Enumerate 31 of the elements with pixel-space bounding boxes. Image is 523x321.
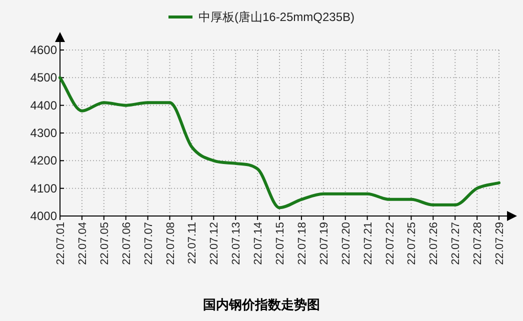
line-series (58, 76, 500, 210)
y-tick-label: 4000 (30, 209, 58, 223)
x-tick-label: 22.07.22 (384, 222, 396, 265)
y-tick-label: 4400 (30, 98, 58, 112)
text: 国内钢价指数走势图 (203, 297, 320, 312)
x-tick-label: 22.07.15 (274, 222, 286, 265)
x-tick-label: 22.07.01 (55, 222, 67, 265)
x-tick-label: 22.07.19 (318, 222, 330, 265)
x-tick-label: 22.07.27 (450, 222, 462, 265)
x-tick-label: 22.07.13 (230, 222, 243, 265)
x-tick-label: 22.07.18 (296, 222, 308, 265)
x-tick-label: 22.07.29 (494, 222, 506, 265)
x-tick-label: 22.07.08 (164, 222, 177, 265)
x-tick-label: 22.07.14 (252, 222, 265, 265)
y-tick-label: 4500 (30, 70, 58, 85)
x-tick-label: 22.07.20 (340, 222, 352, 265)
x-tick-label: 22.07.06 (120, 222, 133, 265)
x-tick-label: 22.07.26 (428, 222, 440, 265)
x-tick-label: 22.07.05 (98, 222, 111, 265)
x-tick-label: 22.07.04 (76, 222, 89, 265)
legend-label: 中厚板(唐山16-25mmQ235B) (198, 10, 355, 24)
y-tick-label: 4600 (30, 43, 58, 57)
x-tick-label: 22.07.07 (142, 222, 155, 265)
x-tick-label: 22.07.25 (406, 222, 418, 265)
x-tick-label: 22.07.21 (362, 222, 374, 265)
y-tick-label: 4100 (30, 181, 58, 196)
x-tick-label: 22.07.12 (208, 222, 221, 265)
x-tick-label: 22.07.28 (472, 222, 484, 265)
y-tick-label: 4300 (30, 126, 58, 140)
y-tick-label: 4200 (30, 154, 58, 168)
x-tick-label: 22.07.11 (186, 222, 199, 264)
